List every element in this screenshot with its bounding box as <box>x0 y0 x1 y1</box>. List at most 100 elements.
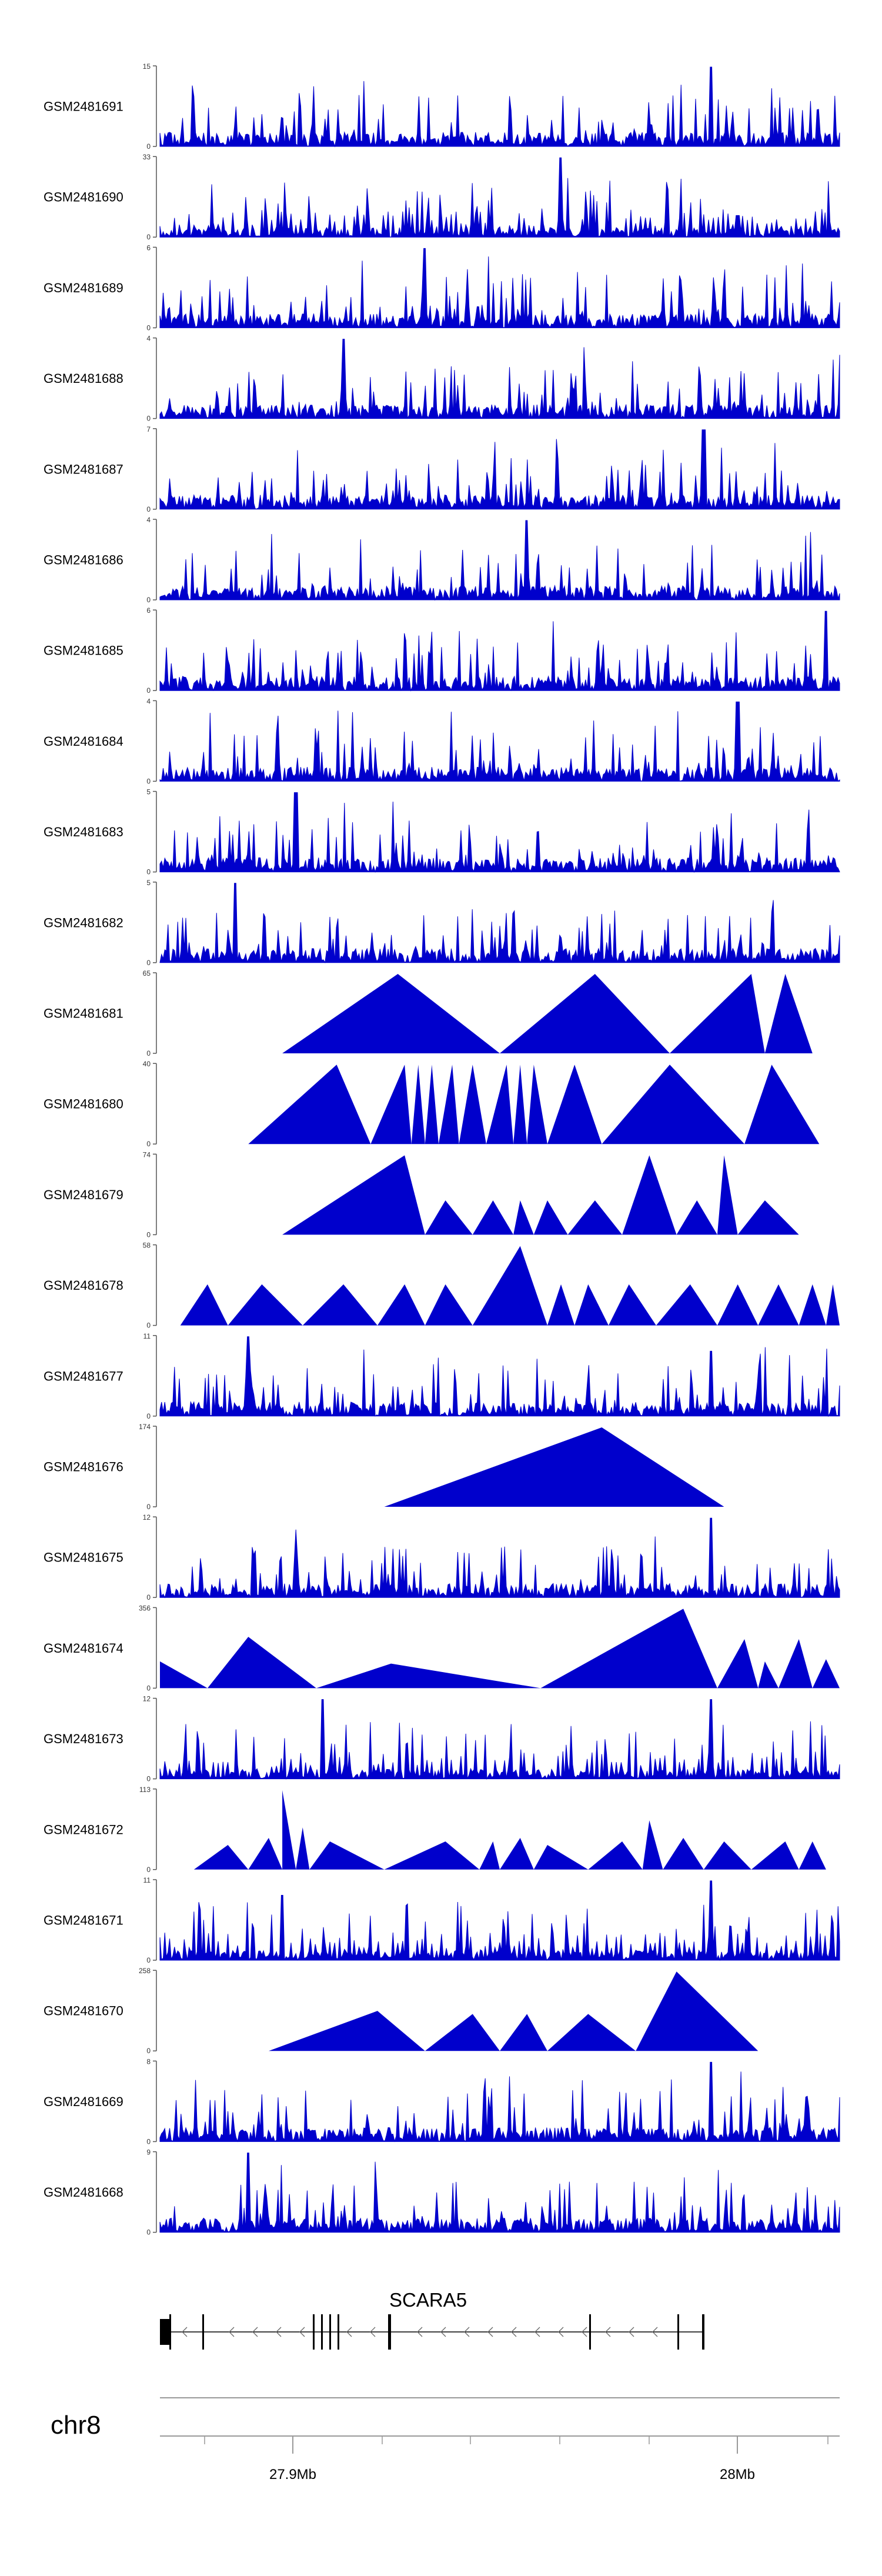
coverage-signal <box>159 610 840 692</box>
strand-arrow <box>440 2327 446 2337</box>
strand-arrow <box>252 2327 258 2337</box>
track-label: GSM2481676 <box>44 1460 123 1474</box>
track-label: GSM2481681 <box>44 1006 123 1021</box>
coverage-peak <box>717 1639 759 1689</box>
y-min-label: 0 <box>146 1956 151 1964</box>
track-label: GSM2481677 <box>44 1369 123 1383</box>
coverage-peak <box>370 1065 412 1144</box>
y-max-label: 356 <box>139 1604 151 1612</box>
coverage-peak <box>411 1065 425 1144</box>
coverage-peak <box>737 1200 799 1235</box>
track-GSM2481669: GSM2481669 8 0 <box>44 2057 840 2145</box>
coverage-signal <box>159 429 840 510</box>
coverage-signal <box>159 792 840 873</box>
track-GSM2481670: GSM2481670 258 0 <box>44 1967 759 2055</box>
chromosome-label: chr8 <box>51 2411 101 2440</box>
y-min-label: 0 <box>146 1322 151 1330</box>
y-min-label: 0 <box>146 1866 151 1874</box>
strand-arrow <box>464 2327 470 2337</box>
y-min-label: 0 <box>146 868 151 876</box>
coverage-peak <box>500 1838 534 1870</box>
track-label: GSM2481669 <box>44 2094 123 2109</box>
gene-exon <box>702 2314 704 2350</box>
gene-exon <box>329 2314 331 2350</box>
coverage-peak <box>717 1155 738 1235</box>
coverage-peak <box>425 1200 473 1235</box>
coverage-peak <box>533 1200 568 1235</box>
coverage-peak <box>296 1827 310 1870</box>
coverage-peak <box>268 2011 425 2051</box>
coverage-peak <box>316 1663 541 1689</box>
coverage-peak <box>663 1838 704 1870</box>
coverage-peak <box>513 1065 527 1144</box>
track-GSM2481688: GSM2481688 4 0 <box>44 335 840 423</box>
coverage-peak <box>608 1284 656 1326</box>
y-min-label: 0 <box>146 1775 151 1783</box>
coverage-signal <box>159 701 840 782</box>
y-min-label: 0 <box>146 1593 151 1601</box>
axis-tick-label: 28Mb <box>720 2467 755 2482</box>
track-GSM2481671: GSM2481671 11 0 <box>44 1876 840 1964</box>
coverage-peak <box>778 1639 813 1689</box>
strand-arrow <box>652 2327 658 2337</box>
coverage-signal <box>159 883 840 964</box>
y-max-label: 12 <box>143 1695 151 1703</box>
y-min-label: 0 <box>146 1503 151 1511</box>
track-label: GSM2481686 <box>44 553 123 568</box>
strand-arrow <box>558 2327 564 2337</box>
track-GSM2481683: GSM2481683 5 0 <box>44 788 840 876</box>
coverage-peak <box>636 1971 759 2051</box>
track-label: GSM2481687 <box>44 462 123 476</box>
y-max-label: 58 <box>143 1242 151 1250</box>
y-min-label: 0 <box>146 959 151 967</box>
y-min-label: 0 <box>146 1412 151 1420</box>
track-GSM2481681: GSM2481681 65 0 <box>44 969 813 1057</box>
y-max-label: 11 <box>143 1876 151 1884</box>
coverage-peak <box>540 1609 717 1689</box>
y-max-label: 12 <box>143 1513 151 1521</box>
track-GSM2481689: GSM2481689 6 0 <box>44 243 840 332</box>
coverage-peak <box>248 1838 283 1870</box>
coverage-peak <box>500 974 670 1053</box>
gene-exon <box>169 2314 171 2350</box>
strand-arrow <box>182 2327 188 2337</box>
track-label: GSM2481683 <box>44 825 123 839</box>
strand-arrow <box>346 2327 352 2337</box>
track-label: GSM2481685 <box>44 643 123 658</box>
track-GSM2481668: GSM2481668 9 0 <box>44 2148 840 2237</box>
track-GSM2481679: GSM2481679 74 0 <box>44 1150 799 1239</box>
y-max-label: 74 <box>143 1150 151 1159</box>
coverage-peak <box>282 1790 296 1870</box>
axis-ticks: 27.9Mb 28Mb <box>204 2436 828 2482</box>
coverage-signal <box>159 1699 840 1780</box>
gene-exon <box>313 2314 315 2350</box>
coverage-peak <box>799 1841 826 1870</box>
gene-exon <box>388 2314 391 2350</box>
coverage-peak <box>758 1661 779 1689</box>
y-min-label: 0 <box>146 323 151 332</box>
y-max-label: 174 <box>139 1423 151 1431</box>
y-max-label: 4 <box>146 335 151 343</box>
track-GSM2481680: GSM2481680 40 0 <box>44 1060 820 1148</box>
track-GSM2481676: GSM2481676 174 0 <box>44 1423 724 1511</box>
track-label: GSM2481689 <box>44 281 123 295</box>
coverage-tracks: GSM2481691150GSM2481690330GSM248168960GS… <box>44 62 840 2237</box>
track-GSM2481672: GSM2481672 113 0 <box>44 1786 826 1874</box>
coverage-peak <box>248 1065 371 1144</box>
y-max-label: 4 <box>146 697 151 705</box>
y-min-label: 0 <box>146 596 151 604</box>
coverage-peak <box>384 1841 480 1870</box>
coverage-peak <box>574 1284 609 1326</box>
coverage-signal <box>159 66 840 148</box>
y-min-label: 0 <box>146 1230 151 1239</box>
coverage-peak <box>588 1841 643 1870</box>
coverage-signal <box>159 1336 840 1417</box>
track-label: GSM2481675 <box>44 1550 123 1565</box>
coverage-peak <box>180 1284 228 1326</box>
track-label: GSM2481672 <box>44 1822 123 1837</box>
coverage-peak <box>622 1155 677 1235</box>
coverage-peak <box>513 1200 534 1235</box>
coverage-peak <box>384 1427 724 1507</box>
track-label: GSM2481679 <box>44 1187 123 1202</box>
coverage-peak <box>656 1284 717 1326</box>
